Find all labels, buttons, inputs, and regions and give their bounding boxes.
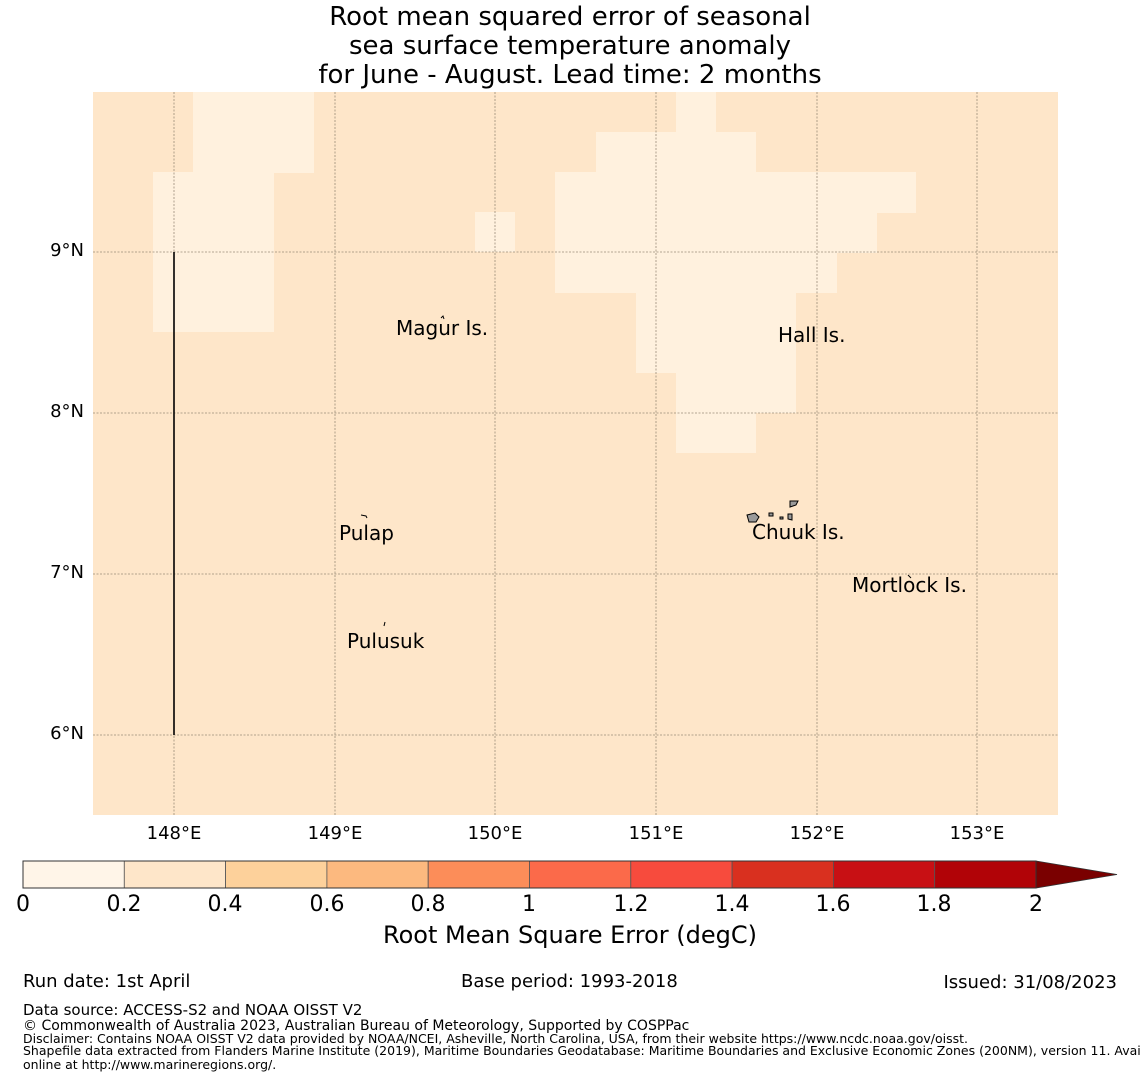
- shapefile-credit-line-1: Shapefile data extracted from Flanders M…: [23, 1043, 1140, 1058]
- copyright: © Commonwealth of Australia 2023, Austra…: [23, 1018, 690, 1034]
- x-tick-152e: 152°E: [789, 823, 845, 844]
- colorbar-swatch: [630, 860, 733, 889]
- y-tick-9n: 9°N: [50, 240, 84, 261]
- low-error-cell: [555, 172, 916, 213]
- title-line-1: Root mean squared error of seasonal: [329, 2, 811, 32]
- colorbar-extend-arrow: [1035, 860, 1118, 889]
- y-tick-8n: 8°N: [50, 401, 84, 422]
- colorbar-tick: 1.8: [916, 892, 952, 917]
- colorbar-tick: 0.6: [309, 892, 345, 917]
- magur-island-shape: [440, 315, 445, 320]
- chuuk-island-shape: [746, 512, 760, 523]
- colorbar-tick: 1.6: [815, 892, 851, 917]
- run-date: Run date: 1st April: [23, 971, 191, 992]
- colorbar-swatch: [123, 860, 227, 889]
- colorbar-swatch: [833, 860, 936, 889]
- low-error-cell: [596, 132, 756, 173]
- colorbar-tick: 0.2: [106, 892, 142, 917]
- chuuk-island-shape: [779, 516, 784, 520]
- colorbar-tick: 0: [16, 892, 30, 917]
- place-label-mortlock: Mortlock Is.: [852, 573, 967, 597]
- colorbar-tick: 1.4: [714, 892, 750, 917]
- disclaimer: Disclaimer: Contains NOAA OISST V2 data …: [23, 1031, 968, 1046]
- colorbar-swatch: [529, 860, 632, 889]
- title-line-3: for June - August. Lead time: 2 months: [318, 60, 822, 90]
- chuuk-island-shape: [789, 500, 799, 508]
- base-period: Base period: 1993-2018: [461, 971, 678, 992]
- colorbar-swatch: [22, 860, 125, 889]
- colorbar-swatch: [731, 860, 834, 889]
- low-error-cell: [676, 92, 716, 133]
- mortlock-island-shape: [907, 574, 912, 579]
- x-tick-153e: 153°E: [949, 823, 1005, 844]
- colorbar-label: Root Mean Square Error (degC): [383, 921, 757, 949]
- low-error-cell: [676, 372, 796, 413]
- place-label-chuuk: Chuuk Is.: [752, 520, 845, 544]
- colorbar-swatch: [427, 860, 530, 889]
- shapefile-credit-line-2: online at http://www.marineregions.org/.: [23, 1057, 277, 1072]
- issued-date: Issued: 31/08/2023: [943, 972, 1117, 993]
- low-error-cell: [555, 252, 837, 293]
- colorbar-outline: [22, 860, 1037, 889]
- pulusuk-island-shape: [383, 621, 386, 627]
- colorbar-tick: 0.8: [410, 892, 446, 917]
- colorbar-tick: 2: [1029, 892, 1043, 917]
- title-line-2: sea surface temperature anomaly: [349, 31, 791, 61]
- y-tick-6n: 6°N: [50, 723, 84, 744]
- place-label-pulap: Pulap: [339, 521, 394, 545]
- data-source: Data source: ACCESS-S2 and NOAA OISST V2: [23, 1001, 363, 1019]
- low-error-cell: [636, 292, 796, 373]
- colorbar-tick: 1.2: [613, 892, 649, 917]
- place-label-magur: Magur Is.: [396, 316, 489, 340]
- chuuk-island-shape: [768, 512, 774, 517]
- pulap-island-shape: [360, 514, 368, 519]
- colorbar-tick: 0.4: [207, 892, 243, 917]
- low-error-cell: [555, 212, 877, 253]
- colorbar-tick: 1: [522, 892, 536, 917]
- colorbar-swatches: [22, 860, 1118, 889]
- y-tick-7n: 7°N: [50, 562, 84, 583]
- low-error-cell: [193, 92, 314, 173]
- x-tick-149e: 149°E: [307, 823, 363, 844]
- x-tick-148e: 148°E: [146, 823, 202, 844]
- colorbar-swatch: [225, 860, 328, 889]
- colorbar-swatch: [326, 860, 429, 889]
- low-error-cell: [676, 412, 756, 453]
- islands: [360, 315, 912, 627]
- map-title: Root mean squared error of seasonal sea …: [0, 3, 1140, 90]
- colorbar-swatch: [934, 860, 1037, 889]
- place-label-pulusuk: Pulusuk: [347, 629, 425, 653]
- x-tick-151e: 151°E: [628, 823, 684, 844]
- rmse-map: [93, 92, 1058, 815]
- place-label-hall: Hall Is.: [778, 323, 846, 347]
- colorbar: [22, 860, 1118, 889]
- chuuk-island-shape: [787, 513, 793, 521]
- low-error-region-ne: [555, 92, 916, 453]
- x-tick-150e: 150°E: [467, 823, 523, 844]
